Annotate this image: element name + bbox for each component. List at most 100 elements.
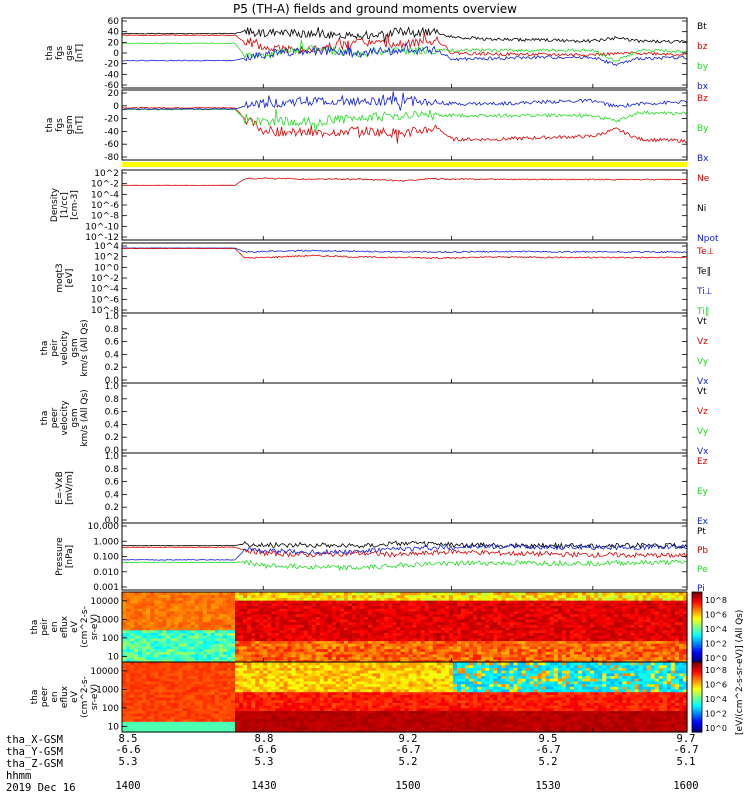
spectrogram-cell — [384, 602, 389, 607]
spectrogram-cell — [186, 713, 192, 717]
spectrogram-cell — [565, 608, 571, 612]
spectrogram-cell — [364, 629, 369, 633]
spectrogram-cell — [247, 624, 252, 628]
spectrogram-cell — [368, 605, 373, 609]
spectrogram-cell — [642, 648, 648, 652]
spectrogram-cell — [513, 645, 519, 650]
spectrogram-cell — [134, 632, 139, 636]
spectrogram-cell — [295, 608, 301, 612]
colorbar-cell — [692, 615, 702, 619]
spectrogram-cell — [388, 656, 393, 660]
spectrogram-cell — [206, 672, 212, 677]
spectrogram-cell — [477, 645, 482, 650]
spectrogram-cell — [666, 640, 672, 644]
spectrogram-cell — [194, 608, 200, 612]
spectrogram-cell — [602, 602, 607, 607]
spectrogram-cell — [138, 718, 143, 722]
spectrogram-cell — [642, 640, 648, 644]
spectrogram-cell — [247, 697, 252, 701]
spectrogram-cell — [146, 718, 151, 722]
spectrogram-cell — [134, 702, 139, 706]
spectrogram-cell — [598, 627, 603, 631]
spectrogram-cell — [146, 667, 151, 671]
spectrogram-cell — [166, 723, 172, 728]
y-axis-label: (cm^2-s- — [80, 606, 90, 648]
spectrogram-cell — [295, 602, 301, 607]
spectrogram-cell — [154, 680, 159, 685]
spectrogram-cell — [182, 629, 188, 633]
spectrogram-cell — [380, 594, 385, 598]
legend-label-Bt: Bt — [697, 22, 707, 32]
spectrogram-cell — [533, 651, 539, 655]
spectrogram-cell — [610, 605, 615, 609]
spectrogram-cell — [574, 643, 579, 647]
spectrogram-cell — [541, 640, 547, 644]
spectrogram-cell — [339, 618, 345, 623]
spectrogram-cell — [335, 651, 341, 655]
spectrogram-cell — [239, 715, 244, 720]
spectrogram-cell — [218, 705, 224, 709]
colorbar-cell — [692, 634, 702, 637]
spectrogram-cell — [384, 643, 389, 647]
spectrogram-cell — [154, 670, 159, 674]
spectrogram-cell — [146, 664, 151, 668]
spectrogram-cell — [186, 600, 192, 604]
spectrogram-cell — [186, 664, 192, 668]
spectrogram-cell — [190, 624, 196, 628]
spectrogram-cell — [682, 629, 688, 633]
spectrogram-cell — [356, 648, 361, 652]
spectrogram-cell — [166, 713, 172, 717]
spectrogram-cell — [186, 683, 192, 687]
spectrogram-cell — [174, 694, 180, 698]
spectrogram-cell — [154, 600, 159, 604]
spectrogram-cell — [525, 605, 531, 609]
spectrogram-cell — [602, 648, 607, 652]
spectrogram-cell — [267, 648, 272, 652]
spectrogram-cell — [642, 597, 648, 601]
spectrogram-cell — [440, 627, 446, 631]
spectrogram-cell — [626, 656, 632, 660]
spectrogram-cell — [235, 723, 240, 728]
spectrogram-cell — [178, 702, 184, 706]
spectrogram-cell — [331, 613, 337, 617]
spectrogram-cell — [239, 627, 244, 631]
spectrogram-cell — [432, 621, 438, 625]
spectrogram-cell — [489, 637, 494, 642]
spectrogram-cell — [251, 602, 256, 607]
spectrogram-cell — [226, 691, 232, 695]
spectrogram-cell — [327, 659, 333, 663]
spectrogram-cell — [222, 729, 228, 733]
spectrogram-cell — [295, 648, 301, 652]
spectrogram-cell — [461, 610, 466, 615]
spectrogram-cell — [388, 608, 393, 612]
spectrogram-cell — [497, 651, 502, 655]
spectrogram-cell — [178, 659, 184, 663]
spectrogram-cell — [569, 621, 575, 625]
spectrogram-cell — [130, 691, 135, 695]
spectrogram-cell — [311, 592, 317, 596]
spectrogram-cell — [271, 667, 276, 671]
spectrogram-cell — [271, 659, 276, 663]
spectrogram-cell — [582, 651, 587, 655]
spectrogram-cell — [626, 648, 632, 652]
spectrogram-cell — [319, 643, 325, 647]
spectrogram-cell — [202, 670, 208, 674]
spectrogram-cell — [190, 600, 196, 604]
spectrogram-cell — [259, 726, 264, 730]
spectrogram-cell — [311, 597, 317, 601]
spectrogram-cell — [158, 635, 163, 639]
spectrogram-cell — [578, 592, 583, 596]
spectrogram-cell — [545, 608, 551, 612]
spectrogram-cell — [126, 645, 131, 650]
spectrogram-cell — [126, 637, 131, 642]
spectrogram-cell — [158, 600, 163, 604]
spectrogram-cell — [610, 651, 615, 655]
spectrogram-cell — [323, 608, 329, 612]
spectrogram-cell — [569, 648, 575, 652]
spectrogram-cell — [222, 600, 228, 604]
spectrogram-cell — [388, 648, 393, 652]
spectrogram-cell — [662, 659, 668, 663]
spectrogram-cell — [622, 613, 628, 617]
spectrogram-cell — [255, 699, 260, 703]
spectrogram-cell — [428, 632, 434, 636]
